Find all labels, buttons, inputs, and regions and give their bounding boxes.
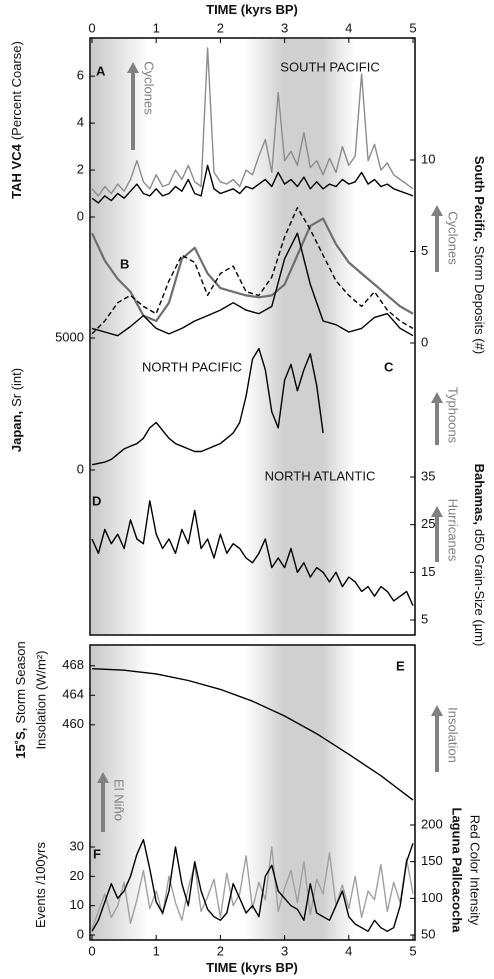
y-tick-label: 5 xyxy=(421,243,428,258)
x-tick-label: 2 xyxy=(217,20,224,35)
frame xyxy=(89,644,416,941)
data-line xyxy=(91,206,414,335)
data-line xyxy=(91,232,414,337)
y-axis-title: Events /100yrs xyxy=(33,842,48,928)
y-axis-title: d50 Grain-Size (µm) xyxy=(472,529,487,646)
panel-letter: E xyxy=(396,658,405,673)
x-tick-label: 4 xyxy=(345,20,352,35)
panel-letter: A xyxy=(96,63,106,78)
y-tick-label: 10 xyxy=(70,897,84,912)
data-line xyxy=(91,347,324,466)
y-tick-label: 0 xyxy=(77,926,84,941)
data-line xyxy=(91,47,414,197)
y-axis-title: Storm Deposits (#) xyxy=(472,246,487,354)
panel-letter: B xyxy=(120,256,129,271)
region-label: NORTH PACIFIC xyxy=(142,359,242,374)
y-axis-title: (Percent Coarse) xyxy=(9,41,24,140)
data-line xyxy=(91,668,414,801)
x-axis-title: TIME (kyrs BP) xyxy=(206,960,298,975)
data-line xyxy=(91,839,414,932)
shading xyxy=(91,39,149,634)
arrow-label: Insolation xyxy=(446,707,461,763)
y2-axis-title: Laguna Pallcacocha xyxy=(450,808,465,934)
y-tick-label: 468 xyxy=(62,657,84,672)
y-axis-title: Japan, Sr (int) xyxy=(9,368,24,452)
arrow-label: Cyclones xyxy=(446,211,461,265)
x-tick-label: 2 xyxy=(217,943,224,958)
arrow-head xyxy=(431,392,443,403)
y-tick-label: 10 xyxy=(421,151,435,166)
y-tick-label: 5 xyxy=(421,611,428,626)
arrow-head xyxy=(431,506,443,517)
y-tick-label: 460 xyxy=(62,716,84,731)
x-tick-label: 0 xyxy=(88,943,95,958)
y-axis-title: South Pacific, xyxy=(472,156,487,242)
arrow-label: Hurricanes xyxy=(446,499,461,562)
x-tick-label: 5 xyxy=(409,943,416,958)
arrow-head xyxy=(431,205,443,216)
shading xyxy=(245,646,355,939)
y-axis-title: Bahamas, d50 Grain-Size (µm) xyxy=(472,464,487,647)
x-tick-label: 4 xyxy=(345,943,352,958)
arrow-label: El Niño xyxy=(112,779,127,821)
y-axis-title: Sr (int) xyxy=(9,368,24,407)
panel-letter: F xyxy=(93,846,101,861)
data-line xyxy=(91,164,414,204)
y-tick-label: 150 xyxy=(421,853,443,868)
y-axis-title: Insolation (W/m²) xyxy=(33,651,48,750)
frame xyxy=(89,37,416,636)
region-label: NORTH ATLANTIC xyxy=(265,468,376,483)
arrow-label: Typhoons xyxy=(446,387,461,444)
x-tick-label: 5 xyxy=(409,20,416,35)
y-tick-label: 50 xyxy=(421,926,435,941)
y-axis-title: TAH VC4 xyxy=(9,143,24,198)
x-tick-label: 0 xyxy=(88,20,95,35)
y-tick-label: 0 xyxy=(421,334,428,349)
x-tick-label: 3 xyxy=(281,943,288,958)
y-tick-label: 5000 xyxy=(55,329,84,344)
x-tick-label: 1 xyxy=(153,943,160,958)
y-axis-title: TAH VC4 (Percent Coarse) xyxy=(9,41,24,199)
y-tick-label: 100 xyxy=(421,890,443,905)
y-tick-label: 2 xyxy=(77,162,84,177)
arrow-label: Cyclones xyxy=(142,61,157,115)
region-label: SOUTH PACIFIC xyxy=(280,59,379,74)
x-tick-label: 3 xyxy=(281,20,288,35)
y-axis-title: Bahamas, xyxy=(472,464,487,525)
y-tick-label: 200 xyxy=(421,816,443,831)
y-tick-label: 15 xyxy=(421,564,435,579)
y-axis-title: South Pacific, Storm Deposits (#) xyxy=(472,156,487,354)
y-axis-title: Storm Season xyxy=(13,641,28,723)
x-axis-title: TIME (kyrs BP) xyxy=(206,960,298,975)
y-tick-label: 25 xyxy=(421,516,435,531)
arrow-head xyxy=(97,772,109,783)
y-tick-label: 4 xyxy=(77,115,84,130)
arrow-head xyxy=(127,62,139,73)
panel-letter: C xyxy=(384,359,394,374)
y-axis-title: Events /100yrs xyxy=(33,842,48,928)
y-tick-label: 0 xyxy=(77,461,84,476)
y-tick-label: 6 xyxy=(77,68,84,83)
x-axis-title: TIME (kyrs BP) xyxy=(206,2,298,17)
y-tick-label: 35 xyxy=(421,468,435,483)
shading xyxy=(245,39,355,634)
y-tick-label: 20 xyxy=(70,868,84,883)
y-axis-title: Japan, xyxy=(9,411,24,452)
arrow-head xyxy=(431,705,443,716)
y-tick-label: 0 xyxy=(77,208,84,223)
x-tick-label: 1 xyxy=(153,20,160,35)
y2-axis-title: Red Color Intensity xyxy=(468,815,483,926)
y-tick-label: 464 xyxy=(62,687,84,702)
panel-letter: D xyxy=(92,493,101,508)
data-line xyxy=(91,500,414,606)
data-line xyxy=(91,846,414,930)
x-axis-title: TIME (kyrs BP) xyxy=(206,2,298,17)
data-line xyxy=(91,217,414,323)
y-axis-title: 15˚S, Storm Season xyxy=(13,641,28,758)
y-tick-label: 30 xyxy=(70,838,84,853)
y-axis-title: 15˚S, xyxy=(13,728,28,759)
